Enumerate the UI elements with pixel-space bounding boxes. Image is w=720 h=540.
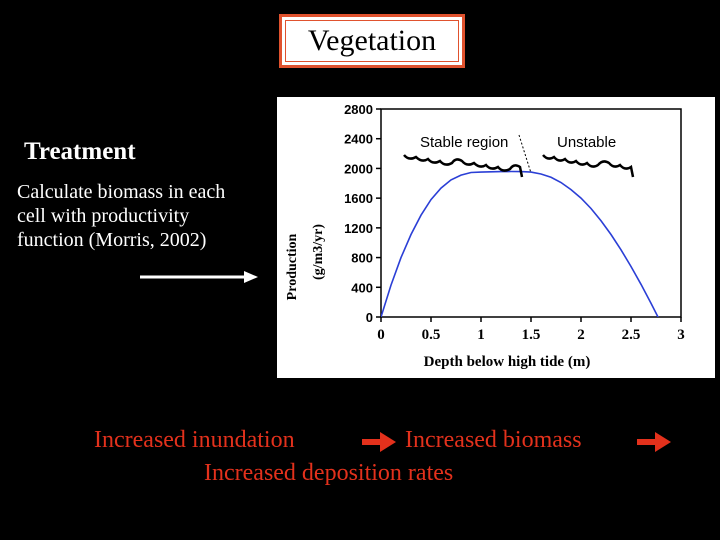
y-tick-label: 400 [351, 280, 373, 295]
x-tick-label: 1.5 [522, 327, 541, 343]
y-tick-label: 1200 [344, 221, 373, 236]
region-divider [518, 134, 532, 174]
increased-inundation-text: Increased inundation [94, 427, 295, 453]
description-line: function (Morris, 2002) [17, 229, 207, 251]
x-tick-label: 3 [677, 327, 685, 343]
y-tick-label: 2800 [344, 102, 373, 117]
red-arrow-2 [637, 432, 671, 452]
chart-panel: 0 400 800 1200 1600 2000 2400 2800 0 0.5 1 1.5 2 2.5 3… [277, 97, 715, 378]
x-tick-label: 2.5 [622, 327, 641, 343]
y-tick-label: 2000 [344, 161, 373, 176]
description: Calculate biomass in each cell with prod… [17, 180, 279, 252]
stable-region-brace [403, 154, 524, 178]
y-tick-label: 2400 [344, 132, 373, 147]
y-tick-label: 0 [366, 310, 373, 325]
title-box: Vegetation [279, 14, 465, 68]
x-tick-label: 0 [377, 327, 385, 343]
red-arrow-1 [362, 432, 396, 452]
y-tick-label: 800 [351, 251, 373, 266]
y-tick-label: 1600 [344, 191, 373, 206]
annotation-stable-region: Stable region [420, 134, 508, 151]
description-line: Calculate biomass in each [17, 181, 226, 203]
unstable-region-brace [542, 154, 635, 178]
white-arrow [140, 271, 258, 283]
x-axis-label: Depth below high tide (m) [424, 354, 591, 370]
x-tick-label: 0.5 [422, 327, 441, 343]
y-axis-label: Production [285, 233, 300, 300]
increased-biomass-text: Increased biomass [405, 427, 582, 453]
bottom-line-1: Increased inundation Increased biomass [0, 427, 720, 457]
x-tick-label: 1 [477, 327, 485, 343]
slide-title: Vegetation [285, 20, 459, 62]
treatment-heading: Treatment [24, 138, 136, 165]
y-axis-label-units: (g/m3/yr) [311, 224, 326, 280]
production-curve [381, 170, 659, 317]
increased-deposition-text: Increased deposition rates [204, 460, 454, 486]
production-chart: 0 400 800 1200 1600 2000 2400 2800 0 0.5 1 1.5 2 2.5 3… [285, 102, 685, 370]
annotation-unstable: Unstable [557, 134, 616, 151]
x-tick-label: 2 [577, 327, 585, 343]
description-line: cell with productivity [17, 205, 190, 227]
